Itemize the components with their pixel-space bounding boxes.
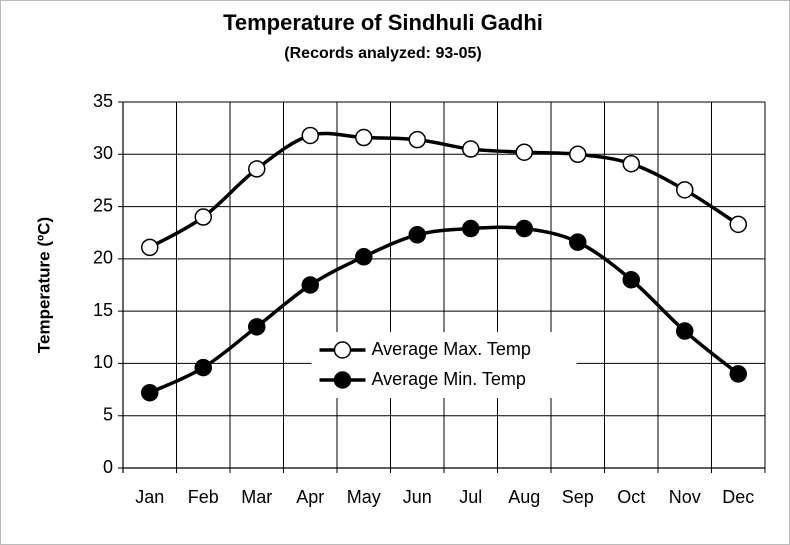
marker — [248, 318, 266, 336]
x-tick-label: May — [347, 487, 381, 507]
marker — [569, 233, 587, 251]
x-tick-label: Dec — [722, 487, 754, 507]
marker — [729, 365, 747, 383]
marker — [676, 322, 694, 340]
marker — [141, 383, 159, 402]
y-tick-label: 25 — [93, 195, 113, 215]
x-tick-label: Oct — [617, 487, 645, 507]
x-tick-label: Nov — [669, 487, 701, 507]
y-tick-label: 35 — [93, 91, 113, 111]
x-tick-label: Jul — [459, 487, 482, 507]
x-tick-label: Jan — [135, 487, 164, 507]
marker — [622, 154, 640, 173]
x-tick-label: Jun — [403, 487, 432, 507]
legend-box — [311, 332, 577, 398]
marker — [462, 140, 480, 158]
marker — [141, 238, 159, 257]
legend-label: Average Max. Temp — [372, 339, 531, 359]
marker — [194, 208, 212, 226]
marker — [515, 219, 533, 238]
marker — [462, 219, 480, 238]
marker — [408, 226, 426, 244]
y-tick-label: 30 — [93, 143, 113, 163]
x-tick-label: Mar — [241, 487, 272, 507]
legend-marker — [333, 341, 352, 359]
marker — [515, 143, 533, 161]
legend-marker — [333, 371, 352, 389]
x-tick-label: Sep — [562, 487, 594, 507]
y-tick-label: 20 — [93, 248, 113, 268]
y-tick-label: 5 — [103, 404, 113, 424]
x-tick-label: Aug — [508, 487, 540, 507]
marker — [301, 126, 319, 145]
marker — [301, 276, 319, 294]
marker — [194, 358, 212, 377]
chart-subtitle: (Records analyzed: 93-05) — [284, 45, 481, 62]
marker — [408, 130, 426, 149]
marker — [676, 181, 694, 199]
legend-label: Average Min. Temp — [372, 369, 526, 389]
x-tick-label: Apr — [296, 487, 324, 507]
y-tick-label: 15 — [93, 300, 113, 320]
x-tick-label: Feb — [188, 487, 219, 507]
y-axis-label: Temperature (ºC) — [34, 217, 53, 353]
chart-title: Temperature of Sindhuli Gadhi — [223, 10, 543, 35]
marker — [355, 248, 373, 266]
marker — [355, 128, 373, 147]
marker — [569, 145, 587, 164]
marker — [729, 215, 747, 234]
marker — [622, 271, 640, 289]
y-tick-label: 0 — [103, 457, 113, 477]
y-tick-label: 10 — [93, 352, 113, 372]
marker — [248, 160, 266, 178]
